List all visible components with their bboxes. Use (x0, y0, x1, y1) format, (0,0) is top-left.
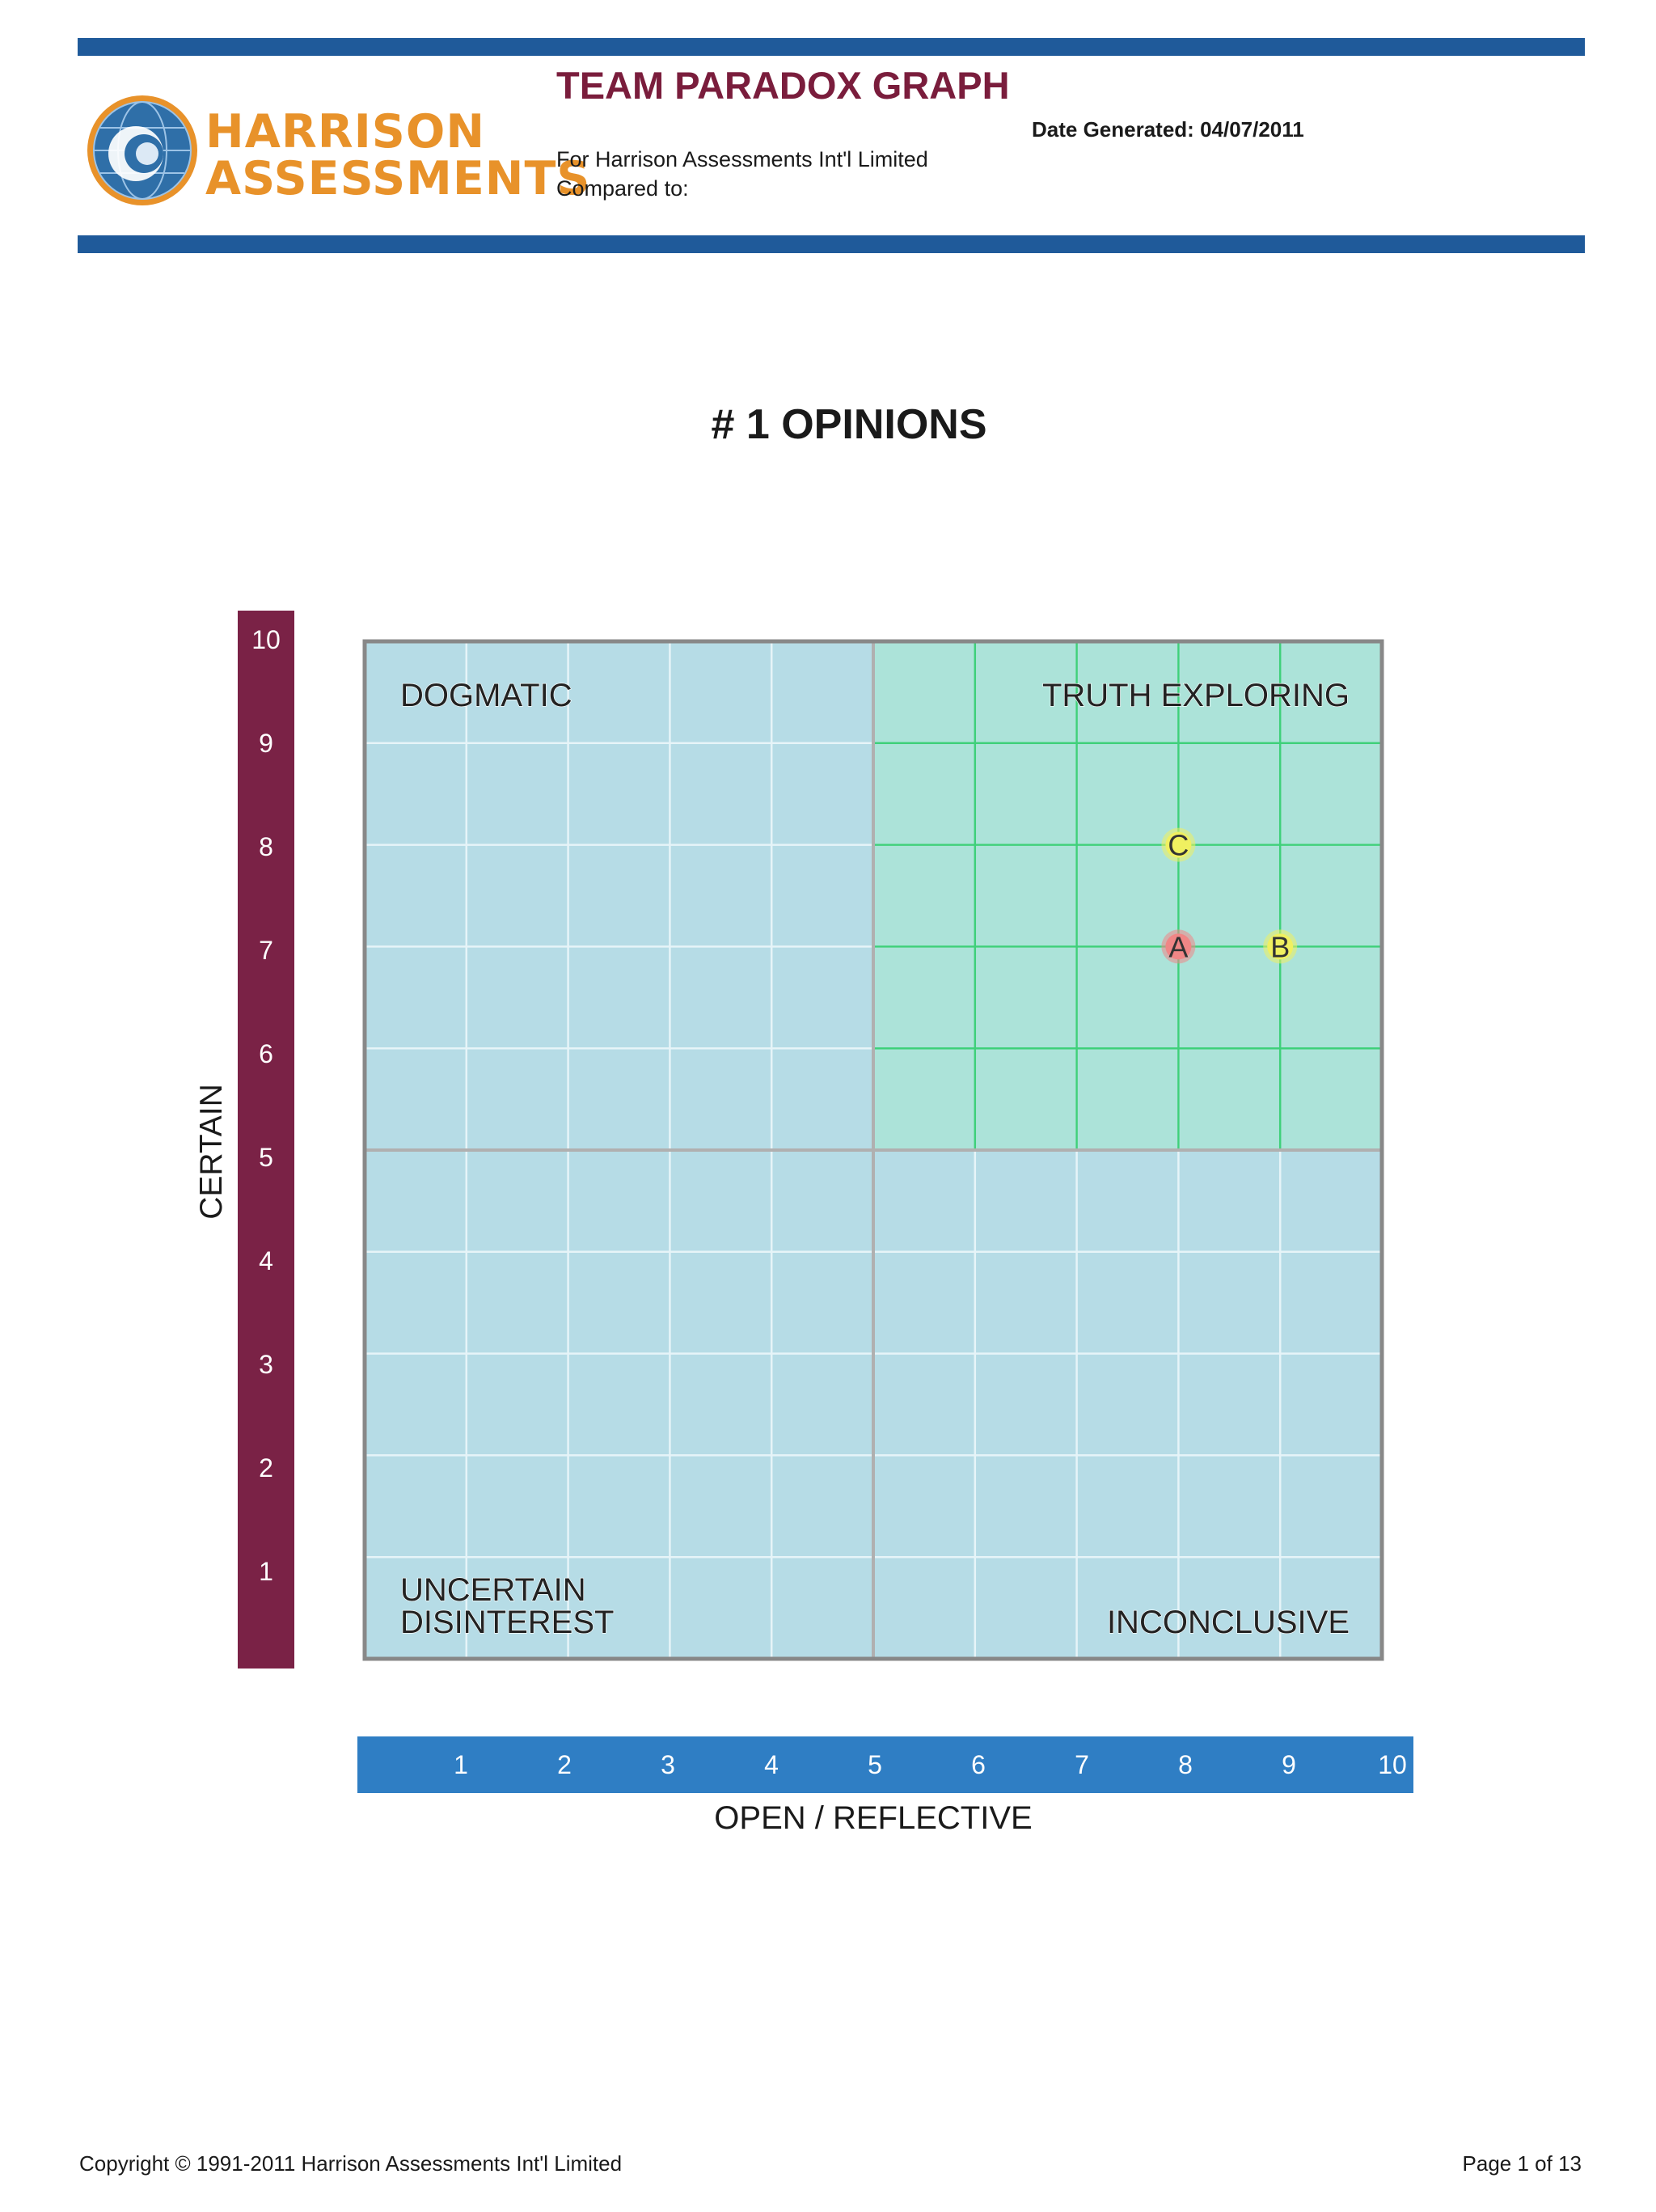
quadrant-label-bottom-left: UNCERTAIN (400, 1572, 586, 1608)
x-axis-band (357, 1736, 1413, 1793)
data-point-label: B (1270, 930, 1290, 963)
y-tick-label: 6 (259, 1039, 273, 1068)
chart-title: # 1 OPINIONS (711, 401, 987, 448)
data-point-marker (1165, 933, 1192, 960)
quadrant-label-bottom-left: DISINTEREST (400, 1605, 614, 1640)
x-tick-label: 1 (454, 1750, 468, 1779)
date-generated: Date Generated: 04/07/2011 (1032, 117, 1304, 142)
x-tick-label: 2 (557, 1750, 572, 1779)
compared-to: Compared to: (556, 176, 689, 201)
footer-page-number: Page 1 of 13 (1462, 2151, 1582, 2176)
y-tick-label: 3 (259, 1350, 273, 1379)
paradox-plot: DOGMATIC TRUTH EXPLORING UNCERTAINDISINTER… (362, 639, 1384, 1661)
data-point-marker (1267, 933, 1294, 960)
x-tick-label: 6 (971, 1750, 986, 1779)
x-axis-label: OPEN / REFLECTIVE (714, 1800, 1033, 1836)
data-point-c: C (1161, 827, 1196, 862)
header-bar-bottom (78, 235, 1585, 253)
harrison-logo: HARRISON ASSESSMENTS (84, 89, 589, 218)
globe-icon (87, 95, 197, 205)
report-title: TEAM PARADOX GRAPH (556, 64, 1010, 107)
plot-border (362, 639, 1384, 1661)
x-tick-label: 9 (1282, 1750, 1296, 1779)
y-tick-label: 9 (259, 729, 273, 758)
quadrant-label-top-left: DOGMATIC (400, 678, 572, 713)
data-point-label: A (1168, 930, 1188, 963)
x-tick-label: 4 (764, 1750, 779, 1779)
x-tick-label: 8 (1178, 1750, 1193, 1779)
logo-text-harrison: HARRISON (205, 105, 486, 159)
x-tick-label: 5 (868, 1750, 882, 1779)
quadrant-label-bottom-right: INCONCLUSIVE (1107, 1605, 1350, 1640)
y-tick-label: 2 (259, 1453, 273, 1482)
x-tick-label: 7 (1075, 1750, 1089, 1779)
y-axis-band (238, 611, 294, 1669)
footer-copyright: Copyright © 1991-2011 Harrison Assessmen… (79, 2151, 623, 2176)
header-bar-top (78, 38, 1585, 56)
for-organization: For Harrison Assessments Int'l Limited (556, 147, 928, 171)
y-tick-label: 7 (259, 936, 273, 965)
quadrant-highlight (873, 641, 1382, 1150)
y-tick-label: 4 (259, 1246, 273, 1275)
data-point-marker (1165, 831, 1192, 858)
y-tick-label: 1 (259, 1557, 273, 1586)
y-tick-label: 5 (259, 1143, 273, 1172)
y-axis-label: CERTAIN (194, 1084, 229, 1220)
logo-text-assessments: ASSESSMENTS (205, 152, 591, 205)
x-tick-label: 10 (1378, 1750, 1407, 1779)
y-tick-label: 10 (251, 625, 281, 654)
y-tick-label: 8 (259, 832, 273, 861)
data-point-a: A (1161, 929, 1196, 964)
quadrant-label-top-right: TRUTH EXPLORING (1042, 678, 1350, 713)
x-tick-label: 3 (661, 1750, 675, 1779)
data-point-label: C (1168, 829, 1189, 862)
data-point-b: B (1263, 929, 1298, 964)
